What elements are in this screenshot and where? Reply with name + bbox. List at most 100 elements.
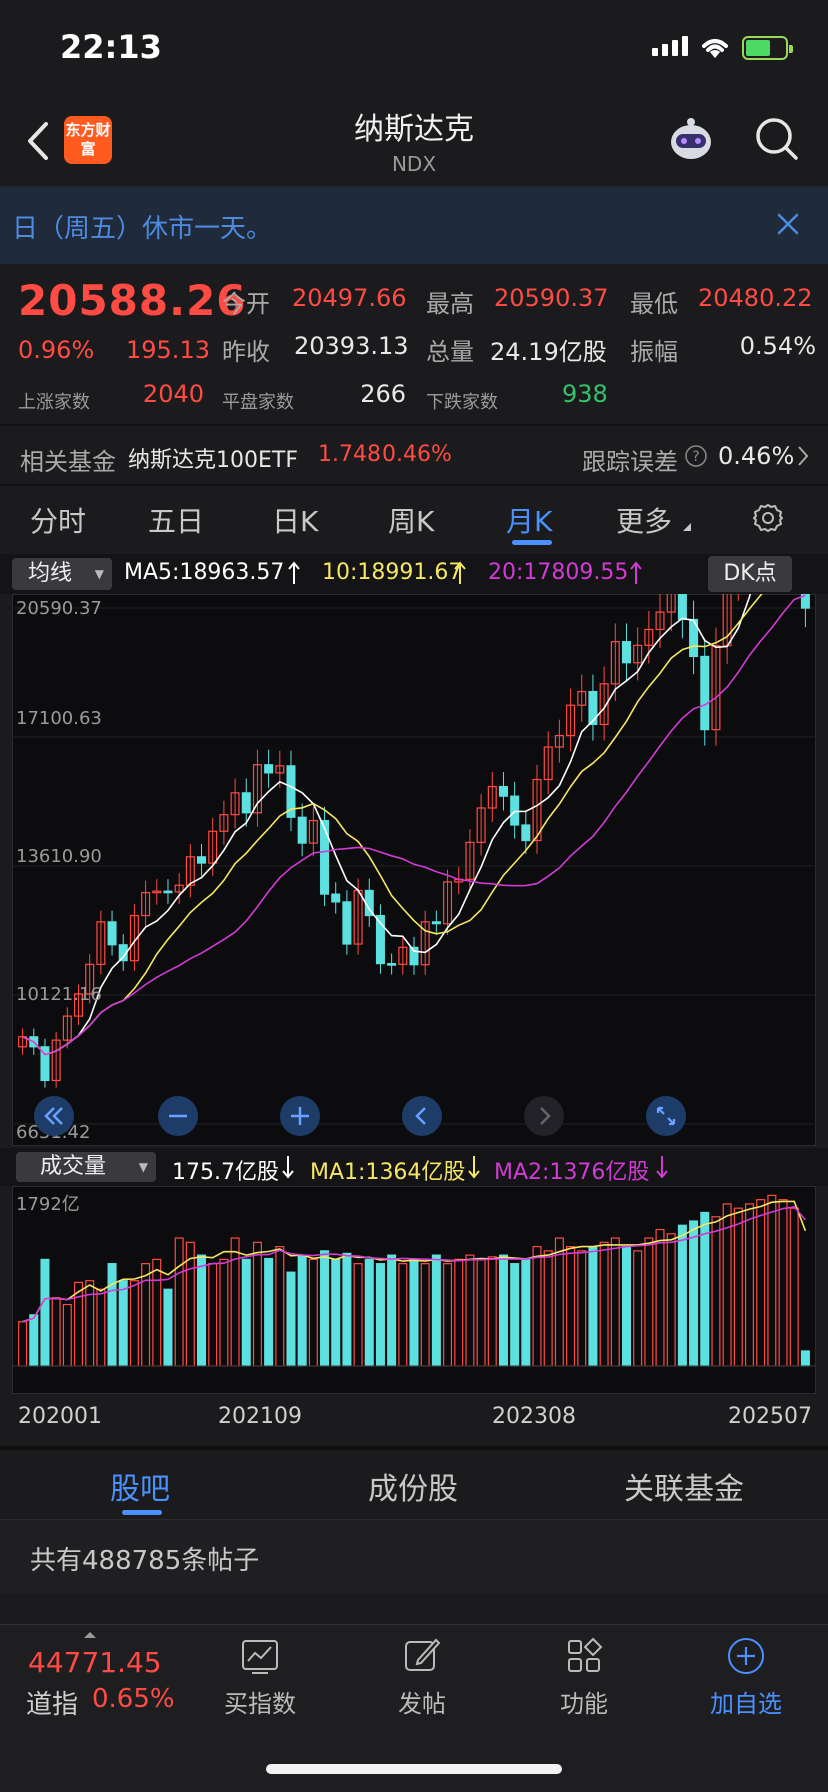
candle: [599, 683, 609, 726]
candle: [644, 628, 654, 646]
candle: [297, 816, 307, 844]
close-icon[interactable]: [776, 212, 800, 236]
candle: [331, 893, 341, 903]
volume-bar: [554, 1237, 564, 1367]
zoom-in-button[interactable]: [280, 1096, 320, 1136]
scroll-left-button[interactable]: [402, 1096, 442, 1136]
dk-point-button[interactable]: DK点: [708, 556, 792, 592]
trend-chart-icon: [242, 1640, 278, 1674]
expand-up-icon[interactable]: [82, 1630, 98, 1640]
volume-bar: [454, 1258, 464, 1367]
search-icon[interactable]: [754, 116, 800, 162]
volume-bar: [621, 1245, 631, 1367]
low-value: 20480.22: [698, 284, 813, 312]
candle: [208, 830, 218, 864]
volume-bar: [689, 1220, 699, 1367]
down-arrow-icon: [468, 1156, 480, 1179]
candle: [420, 921, 430, 966]
sub-tab-related-funds[interactable]: 关联基金: [624, 1472, 744, 1507]
buy-index-button[interactable]: 买指数: [200, 1632, 320, 1722]
volume-bar: [487, 1256, 497, 1367]
x-tick-label: 202507: [728, 1404, 812, 1429]
help-icon[interactable]: ?: [684, 444, 708, 468]
candle: [554, 734, 564, 748]
volume-bar: [655, 1228, 665, 1367]
add-watchlist-button[interactable]: 加自选: [686, 1632, 806, 1722]
volume-bar: [577, 1250, 587, 1367]
volume-bar: [297, 1254, 307, 1367]
volume-bar: [498, 1254, 508, 1367]
robot-assistant-icon[interactable]: [664, 112, 718, 166]
x-tick-label: 202109: [218, 1404, 302, 1429]
volume-bar: [375, 1263, 385, 1367]
volume-bar: [230, 1237, 240, 1367]
volume-bar: [767, 1194, 777, 1367]
y-tick-label: 20590.37: [16, 598, 102, 619]
tracking-error-value: 0.46%: [718, 442, 795, 470]
battery-icon: [742, 36, 793, 60]
sub-tab-constituents[interactable]: 成份股: [368, 1472, 458, 1507]
volume-bar: [342, 1252, 352, 1367]
posts-row[interactable]: [0, 1520, 828, 1594]
chevron-right-icon: [540, 1107, 551, 1125]
notice-banner: [0, 186, 828, 264]
candle: [543, 746, 553, 781]
post-button[interactable]: 发帖: [362, 1632, 482, 1722]
volume-chart: [12, 1194, 816, 1367]
tab-intraday[interactable]: 分时: [30, 505, 87, 538]
functions-button[interactable]: 功能: [524, 1632, 644, 1722]
volume-bar: [252, 1241, 262, 1367]
candle: [398, 946, 408, 965]
candle: [487, 785, 497, 809]
add-circle-icon: [728, 1638, 764, 1674]
volume-bar: [789, 1207, 799, 1367]
low-label: 最低: [630, 290, 678, 318]
scroll-right-button[interactable]: [524, 1096, 564, 1136]
volume-indicator-selector[interactable]: 成交量 ▼: [16, 1152, 156, 1182]
candle: [320, 819, 330, 895]
grid-icon: [568, 1637, 603, 1672]
sub-tab-forum[interactable]: 股吧: [110, 1472, 170, 1507]
change-pct: 0.96%: [18, 336, 95, 364]
scroll-left-fast-button[interactable]: [34, 1096, 74, 1136]
ma10-line: [22, 594, 763, 1056]
volume-bar: [744, 1203, 755, 1367]
candle: [107, 921, 117, 946]
volume-bar: [543, 1250, 553, 1367]
tab-daily-k[interactable]: 日K: [272, 505, 319, 538]
candle: [129, 914, 139, 962]
up-arrow-icon: [288, 561, 300, 584]
tab-more[interactable]: 更多: [616, 505, 673, 538]
fullscreen-button[interactable]: [646, 1096, 686, 1136]
tab-monthly-k[interactable]: 月K: [506, 505, 553, 538]
y-tick-label: 10121.16: [16, 984, 102, 1005]
volume-bar: [163, 1288, 173, 1367]
related-fund-label: 相关基金: [20, 448, 116, 476]
functions-label: 功能: [560, 1690, 608, 1718]
back-chevron-icon[interactable]: [26, 120, 50, 162]
candle: [241, 792, 251, 814]
volume-bar: [711, 1216, 721, 1367]
candle: [666, 594, 676, 613]
flat-count-label: 平盘家数: [222, 392, 294, 413]
status-time: 22:13: [60, 28, 162, 66]
page-subtitle: NDX: [391, 152, 437, 176]
ticker-index-value[interactable]: 44771.45: [28, 1646, 162, 1679]
settings-gear-icon[interactable]: [752, 502, 784, 534]
kline-chart-frame[interactable]: [12, 594, 816, 1146]
candle: [521, 824, 531, 842]
candle: [465, 841, 475, 880]
candle: [275, 765, 285, 774]
candle: [197, 856, 207, 864]
volume-bar: [566, 1245, 576, 1367]
tab-five-day[interactable]: 五日: [148, 505, 205, 538]
volume-bar: [118, 1280, 128, 1367]
related-fund-pct: 0.46%: [382, 442, 452, 467]
home-indicator: [266, 1764, 562, 1774]
candle: [286, 765, 296, 818]
zoom-out-button[interactable]: [158, 1096, 198, 1136]
tab-weekly-k[interactable]: 周K: [388, 505, 435, 538]
dropdown-triangle-icon: [683, 523, 691, 531]
indicator-selector[interactable]: 均线 ▼: [12, 558, 112, 590]
candle: [219, 814, 229, 832]
